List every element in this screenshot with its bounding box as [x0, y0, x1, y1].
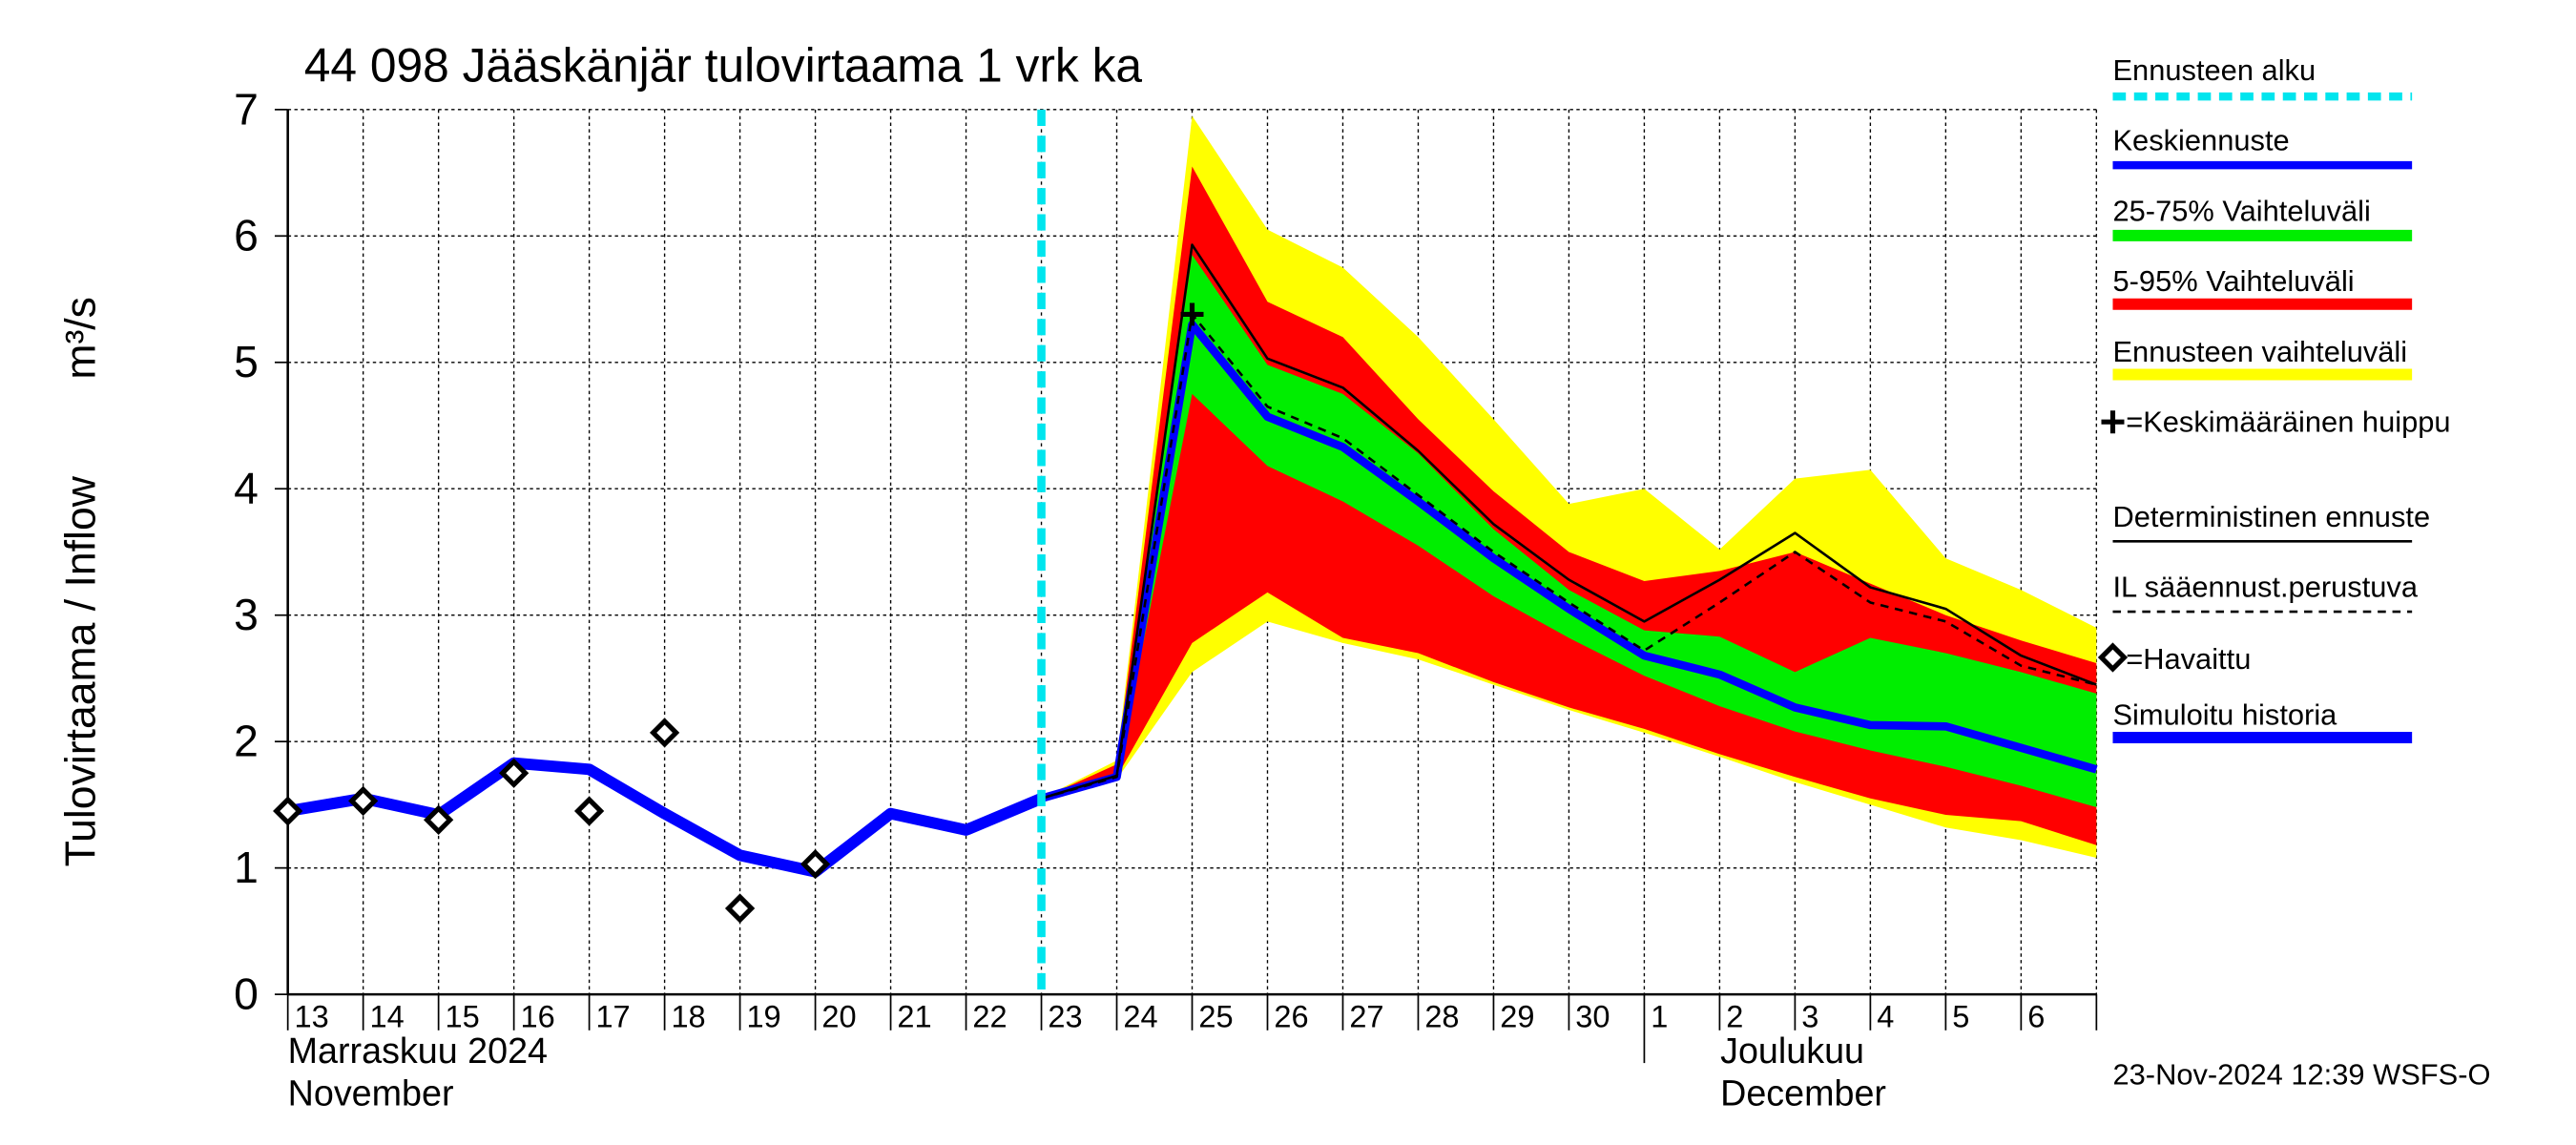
x-tick-label: 17: [595, 999, 630, 1033]
legend-label: 25-75% Vaihteluväli: [2112, 194, 2370, 227]
x-tick-label: 27: [1349, 999, 1383, 1033]
x-tick-label: 13: [295, 999, 329, 1033]
x-tick-label: 24: [1123, 999, 1157, 1033]
legend-label: IL sääennust.perustuva: [2112, 571, 2418, 604]
legend-label: Ennusteen alku: [2112, 53, 2316, 87]
observed-point: [573, 796, 605, 826]
y-tick-label: 3: [234, 590, 259, 639]
y-tick-label: 5: [234, 337, 259, 386]
observed-point: [649, 718, 680, 748]
x-tick-label: 28: [1424, 999, 1459, 1033]
x-tick-label: 4: [1877, 999, 1894, 1033]
month-label: December: [1720, 1073, 1886, 1114]
observed-point: [800, 849, 831, 880]
y-axis-label: Tulovirtaama / Inflow: [57, 475, 104, 866]
y-tick-label: 1: [234, 843, 259, 892]
observed-point: [498, 758, 530, 788]
legend-swatch: [2097, 642, 2129, 673]
x-tick-label: 25: [1198, 999, 1233, 1033]
series-line: [1041, 243, 2097, 801]
x-tick-label: 21: [897, 999, 931, 1033]
y-tick-label: 7: [234, 84, 259, 134]
x-tick-label: 23: [1048, 999, 1082, 1033]
x-tick-label: 18: [671, 999, 705, 1033]
series-line: [286, 757, 1044, 878]
legend-label: 5-95% Vaihteluväli: [2112, 264, 2354, 298]
x-tick-label: 3: [1801, 999, 1818, 1033]
chart-body: 44 098 Jääskänjär tulovirtaama 1 vrk ka …: [57, 39, 2490, 1114]
x-tick-label: 22: [972, 999, 1007, 1033]
x-tick-label: 19: [746, 999, 780, 1033]
month-label: Marraskuu 2024: [288, 1030, 548, 1071]
observed-point: [273, 796, 303, 826]
x-tick-label: 15: [445, 999, 479, 1033]
y-axis-unit: m³/s: [57, 297, 104, 380]
x-tick-label: 6: [2027, 999, 2045, 1033]
legend-label: Deterministinen ennuste: [2112, 500, 2430, 533]
x-tick-label: 20: [821, 999, 856, 1033]
x-tick-label: 2: [1726, 999, 1743, 1033]
band: [1041, 255, 2097, 808]
chart-title: 44 098 Jääskänjär tulovirtaama 1 vrk ka: [304, 39, 1143, 93]
x-tick-label: 5: [1952, 999, 1969, 1033]
x-tick-label: 26: [1274, 999, 1308, 1033]
observed-point: [424, 804, 454, 835]
legend-label: Simuloitu historia: [2112, 697, 2337, 731]
y-tick-label: 6: [234, 211, 259, 260]
legend-label: Keskiennuste: [2112, 124, 2289, 157]
mean-peak: [1180, 302, 1204, 326]
y-tick-label: 4: [234, 464, 259, 513]
legend-label: =Havaittu: [2126, 642, 2251, 676]
legend-swatch: [2101, 410, 2125, 434]
x-tick-label: 1: [1651, 999, 1668, 1033]
series-line: [1040, 320, 2098, 802]
x-tick-label: 29: [1500, 999, 1534, 1033]
y-tick-label: 2: [234, 717, 259, 766]
legend-label: Ennusteen vaihteluväli: [2112, 335, 2407, 368]
observed-point: [724, 893, 756, 924]
timestamp: 23-Nov-2024 12:39 WSFS-O: [2112, 1057, 2490, 1091]
observed-point: [348, 785, 379, 817]
month-label: November: [288, 1073, 454, 1114]
month-label: Joulukuu: [1720, 1030, 1864, 1071]
y-tick-label: 0: [234, 969, 259, 1019]
x-tick-label: 16: [520, 999, 554, 1033]
x-tick-label: 30: [1575, 999, 1610, 1033]
legend-label: =Keskimääräinen huippu: [2126, 405, 2450, 438]
x-tick-label: 14: [370, 999, 405, 1033]
